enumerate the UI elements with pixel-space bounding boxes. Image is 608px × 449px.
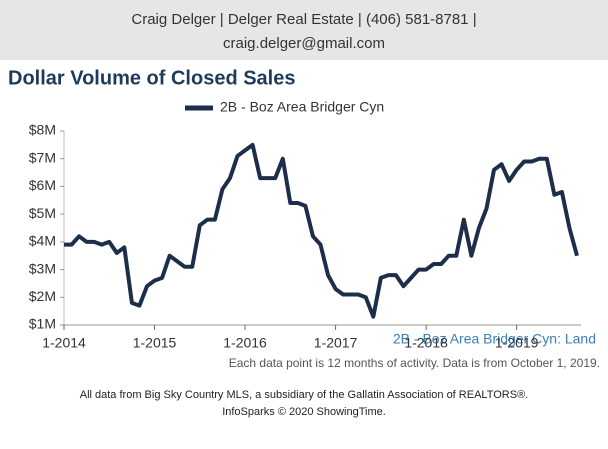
header-band: [0, 0, 608, 60]
header-line: Craig Delger | Delger Real Estate | (406…: [131, 11, 476, 28]
note: Each data point is 12 months of activity…: [229, 356, 600, 370]
y-tick-label: $2M: [29, 288, 56, 304]
y-tick-label: $3M: [29, 260, 56, 276]
y-tick-label: $7M: [29, 149, 56, 165]
footer-line: InfoSparks © 2020 ShowingTime.: [222, 406, 386, 418]
chart-title: Dollar Volume of Closed Sales: [8, 67, 295, 89]
x-tick-label: 1-2018: [404, 335, 448, 351]
y-tick-label: $6M: [29, 177, 56, 193]
y-tick-label: $5M: [29, 205, 56, 221]
legend-label: 2B - Boz Area Bridger Cyn: [220, 99, 384, 115]
x-tick-label: 1-2017: [314, 335, 358, 351]
footer-line: All data from Big Sky Country MLS, a sub…: [80, 389, 529, 401]
header-line: craig.delger@gmail.com: [223, 35, 385, 52]
y-tick-label: $4M: [29, 233, 56, 249]
x-tick-label: 1-2014: [42, 335, 86, 351]
x-tick-label: 1-2019: [495, 335, 539, 351]
x-tick-label: 1-2015: [133, 335, 177, 351]
annotation: 2B - Boz Area Bridger Cyn: Land: [393, 331, 596, 347]
series-line: [64, 142, 579, 319]
y-tick-label: $1M: [29, 316, 56, 332]
x-tick-label: 1-2016: [223, 335, 267, 351]
y-tick-label: $8M: [29, 122, 56, 138]
